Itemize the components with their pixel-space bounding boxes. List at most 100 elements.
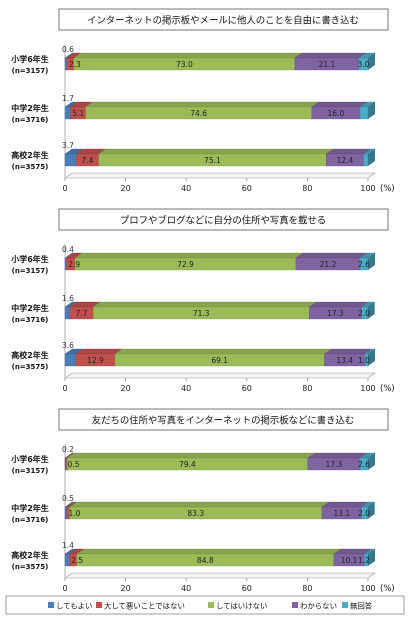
category-n-label: (n=3716): [12, 116, 49, 124]
x-tick-label: 20: [121, 384, 131, 393]
data-label: 0.6: [62, 45, 74, 54]
bar-segment: [311, 101, 368, 120]
data-label: 13.1: [333, 509, 350, 518]
data-label: 2.0: [358, 509, 370, 518]
x-unit-label: (%): [380, 184, 395, 194]
data-label: 2.6: [358, 260, 370, 269]
bar-end-face: [367, 502, 375, 519]
category-n-label: (n=3575): [12, 563, 49, 571]
x-tick-label: 80: [302, 184, 312, 193]
legend-swatch: [48, 602, 54, 608]
data-label: 1.4: [62, 541, 74, 550]
data-label: 21.2: [320, 260, 337, 269]
category-n-label: (n=3575): [12, 163, 49, 171]
category-grade-label: 高校2年生: [11, 550, 49, 560]
bar-end-face: [368, 349, 375, 366]
data-label: 21.1: [319, 60, 336, 69]
data-label: 79.4: [179, 460, 196, 469]
bar-segment: [69, 501, 330, 520]
bar-segment-top: [73, 52, 303, 59]
data-label: 13.4: [336, 356, 353, 365]
bar-segment-top: [69, 501, 330, 508]
x-tick-label: 20: [121, 584, 131, 593]
bar-segment: [66, 452, 316, 471]
chart-floor: [64, 372, 376, 379]
bar-segment-top: [307, 452, 368, 459]
bar-segment-front: [64, 306, 70, 320]
category-grade-label: 中学2年生: [11, 503, 49, 513]
data-label: 71.3: [193, 309, 210, 318]
category-n-label: (n=3716): [12, 516, 49, 524]
category-grade-label: 高校2年生: [11, 350, 49, 360]
bar-end-face: [368, 102, 375, 119]
bar-segment-top: [92, 301, 317, 308]
bar-segment: [98, 148, 334, 167]
x-tick-label: 0: [62, 584, 67, 593]
bar-segment-top: [321, 501, 370, 508]
chart-title-box: [58, 208, 389, 231]
legend: してもよい 大して悪いことではない してはいけない わからない 無回答: [5, 595, 405, 615]
bar-segment-top: [325, 148, 372, 155]
bar-segment: [74, 252, 304, 271]
legend-item: 無回答: [342, 602, 373, 611]
bar-segment: [321, 501, 370, 520]
bar-segment-top: [98, 148, 334, 155]
category-n-label: (n=3157): [12, 67, 49, 75]
chart-floor: [64, 572, 376, 579]
data-label: 2.0: [358, 309, 370, 318]
category-grade-label: 高校2年生: [11, 150, 49, 160]
legend-label: 大して悪いことではない: [104, 602, 185, 611]
data-label: 12.4: [337, 156, 354, 165]
bar-segment: [307, 452, 368, 471]
data-label: 10.1: [341, 556, 358, 565]
legend-box: [5, 595, 405, 615]
chart-floor: [64, 172, 376, 179]
bar-segment: [75, 148, 107, 167]
legend-swatch: [292, 602, 298, 608]
bar-segment: [308, 301, 370, 320]
legend-swatch: [342, 602, 348, 608]
data-label: 5.1: [72, 109, 84, 118]
category-n-label: (n=3575): [12, 363, 49, 371]
bar-segment-front: [64, 153, 77, 167]
legend-label: してはいけない: [216, 602, 267, 611]
category-n-label: (n=3157): [12, 467, 49, 475]
data-label: 0.4: [62, 245, 74, 254]
data-label: 17.3: [326, 460, 343, 469]
category-grade-label: 小学6年生: [10, 454, 49, 464]
data-label: 12.9: [87, 356, 104, 365]
chart-title: インターネットの掲示板やメールに他人のことを自由に書き込む: [87, 15, 359, 27]
legend-label: してもよい: [56, 602, 92, 611]
x-tick-label: 40: [181, 184, 191, 193]
legend-label: わからない: [300, 602, 337, 611]
data-label: 2.5: [71, 556, 83, 565]
bar-segment: [69, 101, 94, 120]
bar-segment: [73, 52, 303, 71]
x-tick-label: 60: [242, 584, 252, 593]
x-tick-label: 100: [360, 384, 375, 393]
data-label: 2.9: [68, 260, 80, 269]
data-label: 3.6: [62, 341, 74, 350]
category-grade-label: 中学2年生: [11, 303, 49, 313]
bar-segment: [114, 348, 332, 367]
chart-title-box: [58, 408, 389, 431]
legend-swatch: [96, 602, 102, 608]
chart-panel-1: インターネットの掲示板やメールに他人のことを自由に書き込む 0 20 40 60 80 10…: [10, 8, 395, 194]
data-label: 0.5: [68, 460, 80, 469]
category-n-label: (n=3157): [12, 267, 49, 275]
bar-segment-top: [114, 348, 332, 355]
data-label: 2.6: [358, 460, 370, 469]
data-label: 1.2: [358, 556, 370, 565]
bar-end-face: [367, 302, 375, 319]
bar-segment: [75, 348, 123, 367]
bar-segment-top: [311, 101, 368, 108]
bar-end-face: [368, 53, 375, 70]
x-tick-label: 80: [302, 584, 312, 593]
x-tick-label: 0: [62, 384, 67, 393]
category-n-label: (n=3716): [12, 316, 49, 324]
chart-panel-2: プロフやブログなどに自分の住所や写真を載せる 0 20 40 60 80 100 (%) 小学6…: [10, 208, 395, 394]
legend-item: してもよい: [48, 602, 92, 611]
data-label: 17.3: [327, 309, 344, 318]
bar-segment-top: [76, 548, 342, 555]
